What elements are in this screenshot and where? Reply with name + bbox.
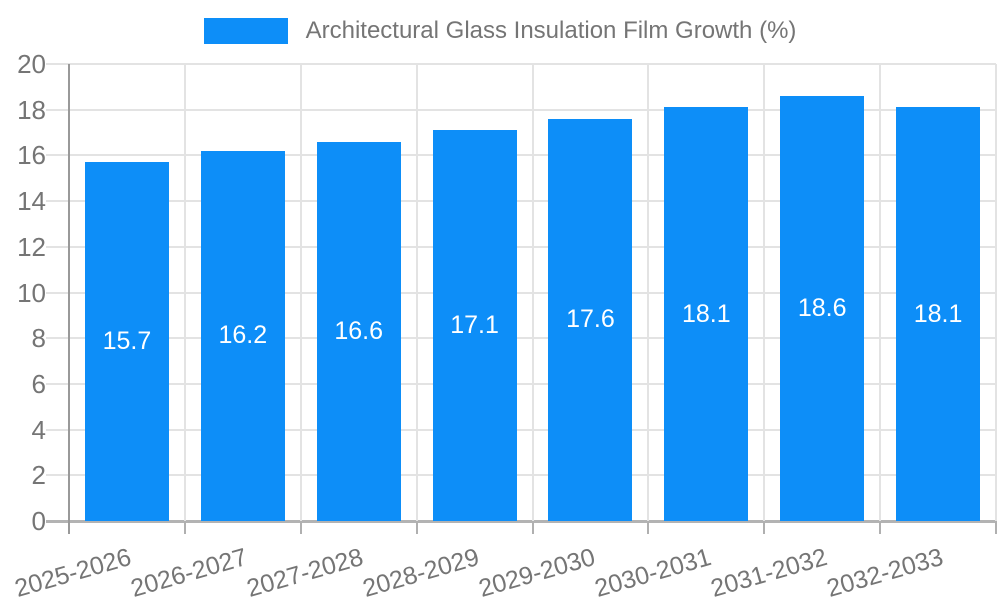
x-gridline xyxy=(647,64,650,521)
x-tick-mark xyxy=(183,521,186,534)
y-tick-label: 4 xyxy=(31,414,46,445)
x-tick-label: 2028-2029 xyxy=(359,543,483,600)
bar: 17.1 xyxy=(432,130,517,521)
x-gridline xyxy=(183,64,186,521)
x-gridline xyxy=(531,64,534,521)
x-tick-label: 2026-2027 xyxy=(127,543,251,600)
bar-value-label: 18.1 xyxy=(681,299,731,328)
bar-value-label: 15.7 xyxy=(102,327,152,356)
x-gridline xyxy=(763,64,766,521)
x-tick-label: 2029-2030 xyxy=(475,543,599,600)
x-tick-mark xyxy=(299,521,302,534)
y-tick-label: 0 xyxy=(31,506,46,536)
bar: 16.2 xyxy=(200,150,285,521)
y-gridline xyxy=(46,382,996,385)
legend-label: Architectural Glass Insulation Film Grow… xyxy=(305,17,797,44)
y-gridline xyxy=(46,428,996,431)
y-gridline xyxy=(46,200,996,203)
y-tick-label: 20 xyxy=(17,49,46,79)
y-tick-label: 6 xyxy=(31,368,46,399)
y-gridline xyxy=(46,108,996,111)
x-gridline xyxy=(415,64,418,521)
bar: 18.1 xyxy=(896,107,981,521)
x-gridline xyxy=(879,64,882,521)
x-tick-label: 2030-2031 xyxy=(591,543,715,600)
y-gridline xyxy=(46,291,996,294)
x-tick-mark xyxy=(415,521,418,534)
bar-value-label: 18.6 xyxy=(797,293,847,322)
bar: 17.6 xyxy=(548,118,633,521)
y-tick-label: 16 xyxy=(17,140,46,171)
bar-value-label: 16.2 xyxy=(218,321,268,350)
y-tick-label: 2 xyxy=(31,460,46,491)
x-tick-mark xyxy=(647,521,650,534)
x-axis-line xyxy=(46,520,996,523)
bar-value-label: 18.1 xyxy=(913,299,963,328)
y-tick-label: 18 xyxy=(17,94,46,125)
x-tick-mark xyxy=(531,521,534,534)
bar: 15.7 xyxy=(84,162,169,521)
y-tick-label: 8 xyxy=(31,323,46,354)
bar: 18.6 xyxy=(780,95,865,521)
x-tick-label: 2025-2026 xyxy=(12,543,135,600)
x-tick-label: 2032-2033 xyxy=(823,543,946,600)
y-gridline xyxy=(46,63,996,65)
x-tick-label: 2027-2028 xyxy=(243,543,367,600)
y-axis-line xyxy=(68,64,70,534)
bar-value-label: 16.6 xyxy=(334,316,384,345)
x-tick-mark xyxy=(763,521,766,534)
x-gridline xyxy=(299,64,302,521)
y-gridline xyxy=(46,154,996,157)
bar-value-label: 17.6 xyxy=(566,305,615,334)
y-tick-label: 12 xyxy=(17,231,46,262)
bar: 16.6 xyxy=(316,141,401,521)
y-gridline xyxy=(46,245,996,248)
x-tick-label: 2031-2032 xyxy=(707,543,830,600)
y-gridline xyxy=(46,474,996,477)
bar-value-label: 17.1 xyxy=(450,311,499,340)
y-gridline xyxy=(46,337,996,340)
x-gridline xyxy=(995,64,997,521)
y-tick-label: 14 xyxy=(17,186,46,217)
x-tick-mark xyxy=(879,521,882,534)
bar: 18.1 xyxy=(664,107,749,521)
y-tick-label: 10 xyxy=(17,277,46,308)
x-tick-mark xyxy=(995,521,997,534)
legend: Architectural Glass Insulation Film Grow… xyxy=(0,17,1000,45)
legend-swatch xyxy=(203,18,288,44)
